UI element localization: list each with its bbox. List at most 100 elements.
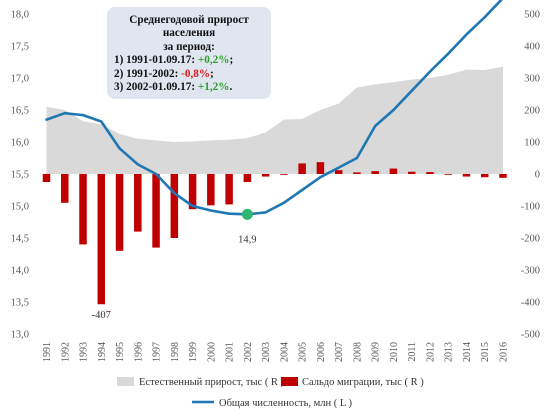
x-tick-label: 2011: [407, 342, 418, 362]
migration-bar: [243, 174, 252, 182]
migration-bar: [152, 174, 160, 248]
x-tick-label: 2006: [316, 342, 327, 362]
x-tick-label: 1998: [170, 342, 181, 362]
period-2-label: 2) 1991-2002:: [114, 67, 182, 80]
period-1-label: 1) 1991-01.09.17:: [114, 54, 198, 67]
x-tick-label: 2013: [444, 342, 455, 362]
left-tick-label: 18,0: [11, 10, 29, 21]
migration-bar: [499, 174, 507, 178]
period-1-value: +0,2%: [197, 54, 230, 67]
right-tick-label: 200: [524, 106, 540, 117]
migration-bar: [225, 174, 233, 205]
min-point-label: 14,9: [238, 234, 256, 245]
right-tick-label: -300: [521, 266, 540, 277]
x-tick-label: 2010: [389, 342, 400, 362]
x-tick-label: 2016: [499, 342, 510, 362]
x-tick-label: 2014: [462, 342, 473, 362]
x-tick-label: 2001: [225, 342, 236, 362]
period-3: 3) 2002-01.09.17: +1,2%.: [107, 81, 271, 94]
migration-bar: [207, 174, 215, 206]
x-tick-label: 2009: [371, 342, 382, 362]
population-line: [45, 0, 503, 216]
migration-bar: [480, 174, 489, 178]
average-growth-title-line2: за период:: [163, 40, 215, 53]
left-axis-ticks: 13,0 13,5 14,0 14,5 15,0 15,5 16,0 16,5 17,0 17,5…: [11, 10, 29, 341]
x-tick-label: 1991: [42, 342, 53, 362]
x-tick-label: 1992: [60, 342, 71, 362]
min-point-marker: [241, 208, 253, 220]
right-tick-label: 0: [535, 170, 540, 181]
period-3-sep: .: [229, 81, 233, 94]
legend-migration-swatch: [281, 377, 298, 386]
x-tick-label: 2004: [279, 342, 290, 362]
left-tick-label: 17,0: [11, 74, 29, 85]
period-2: 2) 1991-2002: -0,8%;: [107, 68, 271, 81]
left-tick-label: 14,5: [11, 234, 29, 245]
period-1: 1) 1991-01.09.17: +0,2%;: [107, 54, 271, 67]
right-tick-label: -400: [521, 298, 540, 309]
migration-bar: [115, 174, 124, 251]
period-3-value: +1,2%: [197, 81, 230, 94]
right-tick-label: 400: [524, 42, 540, 53]
left-tick-label: 15,5: [11, 170, 29, 181]
migration-bar: [462, 174, 471, 177]
legend-natural-label: Естественный прирост, тыс ( R ): [139, 377, 285, 388]
period-2-value: -0,8%: [181, 67, 211, 80]
migration-bar: [407, 171, 416, 174]
x-tick-label: 2007: [334, 342, 345, 362]
right-tick-label: 100: [524, 138, 540, 149]
migration-bar: [316, 162, 325, 174]
period-2-sep: ;: [210, 67, 214, 80]
average-growth-title: Среднегодовой прирост населения за перио…: [107, 7, 271, 54]
x-tick-label: 1997: [152, 342, 163, 362]
legend: Естественный прирост, тыс ( R ) Сальдо м…: [117, 377, 424, 409]
legend-natural-swatch: [117, 377, 134, 386]
left-tick-label: 13,0: [11, 330, 29, 341]
x-tick-label: 2000: [206, 342, 217, 362]
migration-bar: [170, 174, 179, 238]
left-tick-label: 15,0: [11, 202, 29, 213]
x-tick-label: 2008: [352, 342, 363, 362]
x-tick-label: 1993: [79, 342, 90, 362]
right-tick-label: 500: [524, 10, 540, 21]
x-tick-label: 1994: [97, 342, 108, 362]
x-axis-ticks: 1991 1992 1993 1994 1995 1996 1997 1998 1999 2000…: [42, 342, 510, 362]
left-tick-label: 16,5: [11, 106, 29, 117]
x-tick-label: 2015: [480, 342, 491, 362]
migration-bar: [298, 163, 306, 174]
x-tick-label: 1996: [133, 342, 144, 362]
left-tick-label: 17,5: [11, 42, 29, 53]
right-tick-label: 300: [524, 74, 540, 85]
migration-bar: [426, 172, 434, 174]
migration-bar: [79, 174, 87, 245]
natural-increase-area: [46, 66, 503, 174]
migration-bar: [280, 174, 288, 175]
x-tick-label: 2002: [243, 342, 254, 362]
x-tick-label: 1999: [188, 342, 199, 362]
period-1-sep: ;: [229, 54, 234, 67]
migration-min-label: -407: [92, 310, 111, 321]
left-tick-label: 16,0: [11, 138, 29, 149]
migration-bar: [42, 174, 51, 182]
migration-bar: [353, 172, 361, 174]
migration-bar: [134, 174, 142, 232]
legend-population-label: Общая численность, млн ( L ): [219, 398, 353, 409]
migration-bar: [334, 170, 343, 174]
plot-area: 14,9 -407: [42, 0, 507, 321]
migration-bar: [61, 174, 69, 203]
migration-bar: [261, 174, 270, 177]
migration-bar: [188, 174, 197, 210]
period-3-label: 3) 2002-01.09.17:: [114, 81, 198, 94]
migration-bars: [42, 162, 507, 305]
right-axis-ticks: -500 -400 -300 -200 -100 0 100 200 300 400 500: [521, 10, 540, 341]
migration-bar: [389, 168, 398, 174]
left-tick-label: 14,0: [11, 266, 29, 277]
x-tick-label: 1995: [115, 342, 126, 362]
legend-migration-label: Сальдо миграции, тыс ( R ): [302, 377, 424, 388]
migration-bar: [444, 174, 452, 175]
average-growth-title-line1: Среднегодовой прирост населения: [129, 14, 249, 40]
x-tick-label: 2005: [298, 342, 309, 362]
x-tick-label: 2003: [261, 342, 272, 362]
right-tick-label: -100: [521, 202, 540, 213]
